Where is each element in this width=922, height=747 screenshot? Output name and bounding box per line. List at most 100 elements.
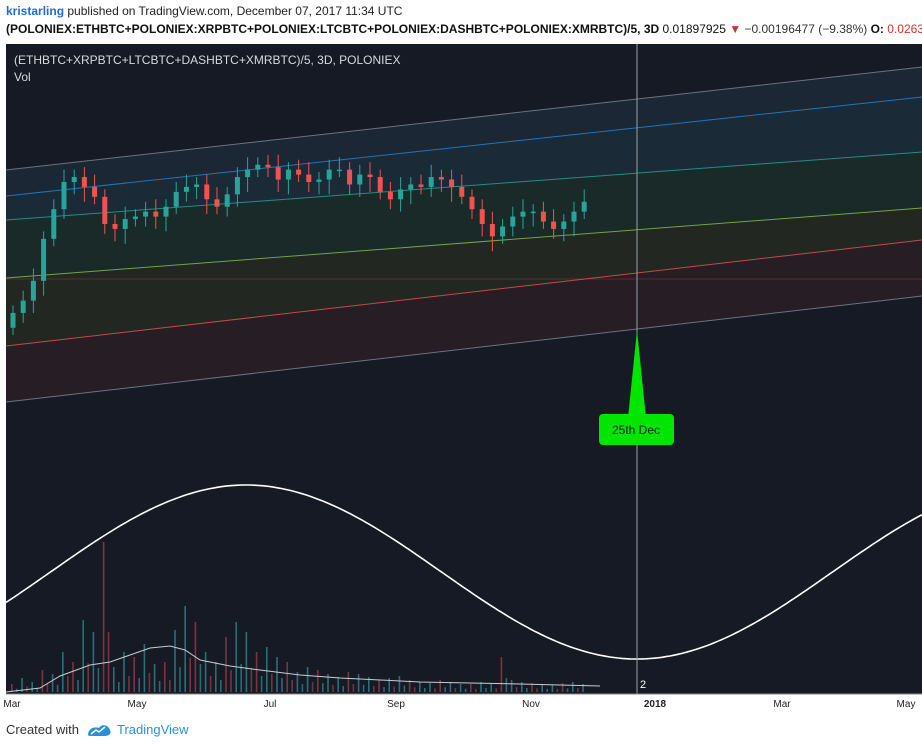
tradingview-link[interactable]: TradingView [117, 722, 189, 737]
candle-body [71, 177, 77, 182]
candle-body [398, 189, 404, 200]
candle-body [561, 221, 567, 229]
channel-fill-green [6, 152, 922, 278]
volume-bar [209, 676, 212, 692]
publish-line: kristarling published on TradingView.com… [6, 4, 402, 18]
volume-bar [362, 684, 365, 692]
volume-bar [551, 685, 554, 692]
volume-bar [434, 688, 436, 692]
candle-body [224, 194, 230, 207]
candle-body [132, 216, 138, 220]
price-change: −0.00196477 (−9.38%) [744, 22, 868, 36]
candle-body [581, 201, 587, 212]
volume-bar [255, 652, 258, 692]
candle-body [255, 164, 261, 170]
volume-bar [41, 670, 44, 692]
x-tick-label: Mar [3, 699, 21, 710]
candle-body [316, 179, 322, 182]
open-label: O: [870, 22, 884, 36]
volume-bar [276, 657, 278, 692]
volume-bar [158, 680, 161, 692]
candle-body [102, 196, 108, 224]
volume-bar [322, 683, 324, 692]
author-link[interactable]: kristarling [6, 4, 65, 18]
volume-bar [352, 684, 355, 692]
volume-bar [398, 676, 401, 692]
candle-body [438, 177, 444, 180]
volume-bar [266, 647, 268, 692]
candle-body [143, 211, 149, 217]
volume-bar [306, 667, 309, 692]
volume-ma-line [6, 645, 601, 693]
volume-bar [449, 682, 452, 692]
volume-bar [495, 688, 497, 692]
channel-line-bottom [6, 295, 922, 403]
volume-bar [454, 688, 457, 692]
candle-body [520, 211, 526, 217]
candle-body [296, 169, 302, 175]
candle-body [551, 221, 557, 229]
volume-bar [286, 662, 288, 692]
candle-body [469, 196, 475, 210]
channel-fill-red [6, 240, 922, 402]
volume-bar [11, 684, 13, 692]
volume-bar [480, 682, 482, 692]
volume-bar [505, 678, 508, 692]
volume-bar [424, 688, 426, 692]
arrow-up-icon [628, 330, 646, 418]
volume-bar [56, 684, 59, 692]
open-value: 0.026342 [887, 22, 922, 36]
candles [10, 154, 587, 336]
candle-body [347, 169, 353, 185]
volume-bar [128, 676, 130, 692]
volume-bar [281, 678, 283, 692]
volume-bar [215, 662, 217, 692]
volume-bar [357, 674, 360, 692]
volume-bar [245, 632, 248, 692]
volume-bar [113, 667, 115, 692]
x-tick-label: Sep [387, 699, 405, 710]
annotation-box [599, 414, 674, 445]
volume-legend: Vol [14, 70, 31, 84]
series-legend: (ETHBTC+XRPBTC+LTCBTC+DASHBTC+XMRBTC)/5,… [14, 53, 401, 67]
volume-bar [118, 682, 120, 692]
volume-bar [490, 683, 492, 692]
volume-bar [408, 680, 411, 692]
candle-body [326, 169, 332, 180]
volume-bar [271, 674, 273, 692]
candle-body [20, 300, 26, 313]
volume-bar [189, 657, 191, 692]
candle-body [428, 177, 434, 187]
volume-bar [541, 684, 543, 692]
volume-bar [102, 542, 105, 692]
volume-bar [383, 687, 385, 692]
volume-bar [470, 684, 472, 692]
volume-bar [572, 682, 574, 692]
last-price: 0.01897925 [662, 22, 726, 36]
candle-body [51, 209, 57, 239]
channel-fill-top [6, 67, 922, 196]
candle-body [275, 167, 281, 180]
volume-bar [475, 688, 477, 692]
volume-bar [373, 686, 375, 692]
candle-body [61, 182, 67, 210]
candle-body [285, 169, 291, 180]
volume-bar [556, 689, 559, 692]
volume-bar [510, 680, 513, 692]
volume-bar [327, 674, 329, 692]
volume-bar [311, 682, 314, 692]
volume-bar [51, 674, 54, 692]
volume-bar [439, 680, 441, 692]
candle-body [10, 312, 16, 328]
volume-bar [444, 687, 446, 692]
volume-bar [301, 684, 304, 692]
volume-bar [337, 677, 339, 692]
channel-line-teal [6, 151, 922, 221]
volume-bar [521, 682, 523, 692]
candle-body [449, 179, 455, 187]
channel-line-red [6, 239, 922, 347]
volume-bar [378, 680, 380, 692]
volume-bar [184, 606, 186, 692]
candle-body [234, 177, 240, 195]
volume-bar [67, 676, 69, 692]
